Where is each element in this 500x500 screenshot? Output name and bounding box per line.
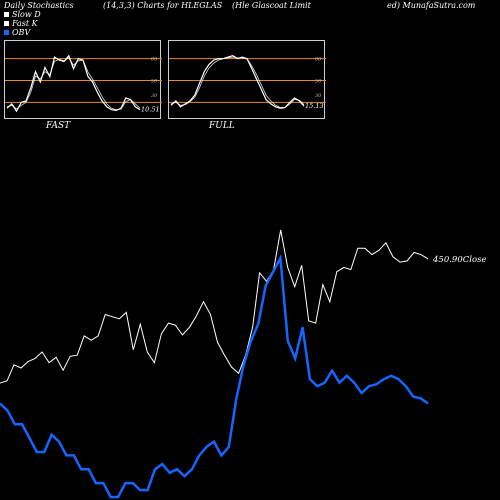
fast-panel-label: FAST	[46, 121, 71, 131]
full-tick-label: 30	[315, 93, 322, 99]
full-stochastic-plot: 80 50 30 15.13	[169, 55, 326, 110]
close-price-line	[0, 229, 429, 384]
fast-last-value-label: 10.51	[141, 106, 160, 114]
legend-item-slow-d: Slow D	[4, 10, 41, 19]
fast-stochastic-panel: 80 50 30 10.51	[4, 40, 162, 119]
header-title: Daily Stochastics	[4, 1, 74, 10]
legend-swatch-slow-d	[4, 12, 9, 17]
legend-label-fast-k: Fast K	[12, 19, 38, 28]
full-tick-label: 80	[315, 57, 322, 63]
fast-series-line	[6, 57, 141, 111]
header-site: ed) MunafaSutra.com	[387, 1, 476, 10]
header-params: (14,3,3) Charts for HLEGLAS	[103, 1, 223, 10]
full-tick-label: 50	[315, 79, 322, 85]
full-stochastic-panel: 80 50 30 15.13	[168, 40, 326, 119]
close-last-value-label: 450.90Close	[432, 255, 486, 265]
full-series-line	[170, 55, 305, 109]
header-company: (Hle Glascoat Limit	[232, 1, 311, 10]
fast-tick-label: 50	[151, 79, 158, 85]
fast-tick-label: 80	[151, 57, 158, 63]
legend: Slow D Fast K OBV	[4, 10, 41, 37]
legend-label-obv: OBV	[12, 28, 31, 37]
legend-item-fast-k: Fast K	[4, 19, 41, 28]
legend-swatch-fast-k	[4, 21, 9, 26]
obv-line	[0, 253, 429, 499]
legend-item-obv: OBV	[4, 28, 41, 37]
legend-swatch-obv	[4, 30, 9, 35]
full-series-line	[170, 56, 305, 108]
full-panel-label: FULL	[209, 121, 235, 131]
fast-tick-label: 30	[151, 93, 158, 99]
full-last-value-label: 15.13	[305, 102, 324, 110]
legend-label-slow-d: Slow D	[12, 10, 41, 19]
fast-stochastic-plot: 80 50 30 10.51	[5, 54, 162, 114]
